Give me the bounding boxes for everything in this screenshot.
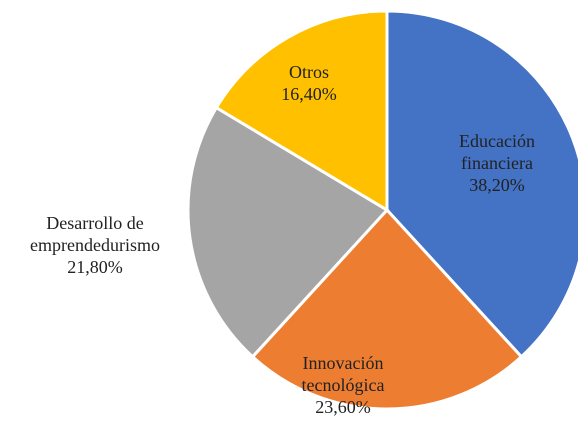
pie-slice: [214, 9, 389, 213]
slice-label: Educación financiera 38,20%: [437, 130, 557, 196]
pie-slice: [186, 105, 390, 359]
slice-label: Innovación tecnológica 23,60%: [283, 352, 403, 418]
value-label: 23,60%: [315, 397, 371, 417]
pie-slice: [250, 207, 524, 411]
category-label: Educación financiera: [459, 131, 535, 173]
value-label: 16,40%: [281, 84, 337, 104]
slice-label: Otros 16,40%: [269, 61, 349, 105]
slice-label: Desarrollo de emprendedurismo 21,80%: [10, 212, 180, 278]
pie-slice: [385, 9, 578, 359]
category-label: Desarrollo de emprendedurismo: [30, 213, 160, 255]
category-label: Innovación tecnológica: [301, 353, 385, 395]
value-label: 21,80%: [67, 257, 123, 277]
value-label: 38,20%: [469, 175, 525, 195]
category-label: Otros: [289, 62, 329, 82]
